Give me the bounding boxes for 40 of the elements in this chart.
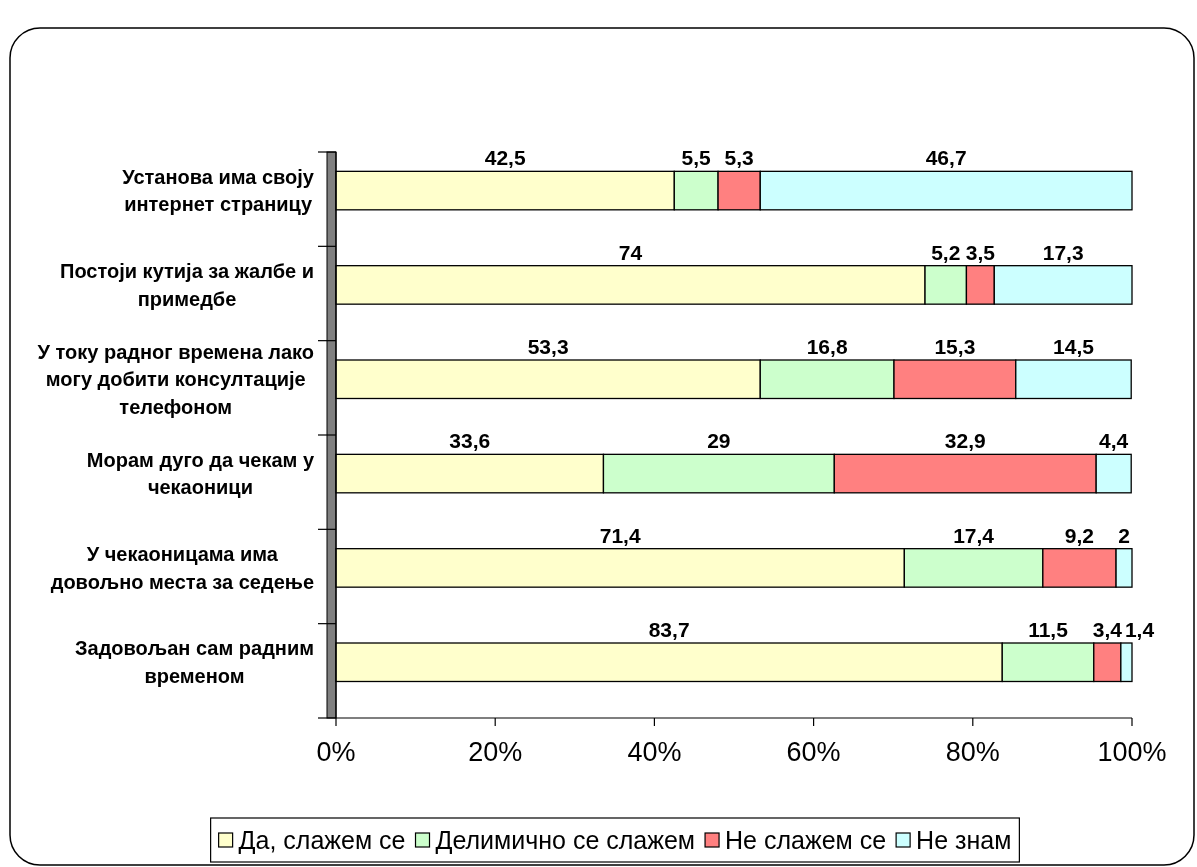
legend-label: Да, слажем се bbox=[238, 826, 406, 854]
legend-label: Не знам bbox=[916, 826, 1012, 854]
data-label: 53,3 bbox=[527, 335, 569, 359]
data-label: 11,5 bbox=[1028, 618, 1069, 642]
data-label: 71,4 bbox=[599, 523, 641, 547]
data-label: 5,3 bbox=[724, 146, 754, 170]
y-tick-label: У чекаоницама има довољно места за седење bbox=[50, 543, 314, 593]
data-label: 46,7 bbox=[925, 146, 967, 170]
y-tick-label: Установа има своју интернет страницу bbox=[122, 165, 315, 216]
data-label: 3,5 bbox=[965, 240, 996, 264]
data-label: 4,4 bbox=[1099, 429, 1129, 453]
data-label: 33,6 bbox=[449, 429, 491, 453]
data-label: 42,5 bbox=[484, 146, 526, 170]
x-tick-label: 40% bbox=[627, 737, 682, 767]
y-tick-label: Задовољан сам радним временом bbox=[75, 637, 314, 687]
data-label: 74 bbox=[618, 240, 643, 264]
data-label: 5,5 bbox=[681, 146, 712, 170]
y-tick-label: Постоји кутија за жалбе и примедбе bbox=[60, 260, 314, 310]
data-label: 14,5 bbox=[1053, 335, 1095, 359]
data-label: 32,9 bbox=[944, 429, 986, 453]
data-label: 2 bbox=[1118, 523, 1130, 547]
data-label: 29 bbox=[707, 429, 731, 453]
x-tick-label: 0% bbox=[316, 737, 356, 767]
data-label: 1,4 bbox=[1124, 618, 1155, 642]
y-tick-label: У току радног времена лако могу добити консултације телефоном bbox=[37, 340, 314, 418]
legend-label: Делимично се слажем bbox=[435, 826, 696, 854]
x-tick-label: 80% bbox=[945, 737, 1000, 767]
legend-label: Не слажем се bbox=[725, 826, 887, 854]
x-tick-label: 60% bbox=[786, 737, 841, 767]
data-label: 9,2 bbox=[1064, 523, 1095, 547]
data-label: 83,7 bbox=[648, 618, 690, 642]
data-label: 17,4 bbox=[953, 523, 995, 547]
data-label: 5,2 bbox=[931, 240, 961, 264]
x-tick-label: 100% bbox=[1097, 737, 1167, 767]
x-tick-label: 20% bbox=[468, 737, 523, 767]
data-label: 15,3 bbox=[934, 335, 976, 359]
data-label: 3,4 bbox=[1092, 618, 1123, 642]
data-label: 16,8 bbox=[806, 335, 848, 359]
data-label: 17,3 bbox=[1042, 240, 1084, 264]
y-tick-label: Морам дуго да чекам у чекаоници bbox=[86, 448, 315, 499]
